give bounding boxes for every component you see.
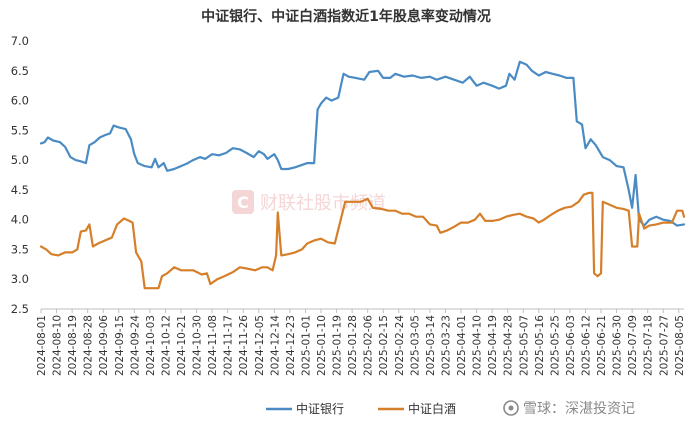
footer-source: 雪球：深湛投资记 bbox=[503, 400, 635, 417]
x-tick-label: 2024-11-08 bbox=[207, 315, 219, 376]
y-tick-label: 3.0 bbox=[11, 272, 29, 286]
x-tick-label: 2024-12-23 bbox=[285, 315, 297, 376]
x-tick-label: 2025-04-01 bbox=[456, 315, 468, 376]
x-tick-label: 2025-03-23 bbox=[440, 315, 452, 376]
y-tick-label: 6.0 bbox=[11, 94, 29, 108]
x-tick-label: 2025-05-25 bbox=[549, 315, 561, 376]
x-tick-label: 2025-01-10 bbox=[316, 315, 328, 376]
x-tick-label: 2025-03-05 bbox=[409, 315, 421, 376]
y-tick-label: 3.5 bbox=[11, 242, 29, 256]
x-tick-label: 2025-07-18 bbox=[643, 315, 655, 376]
legend-label-1: 中证白酒 bbox=[408, 401, 456, 416]
watermark-brand-text: 财联社股市频道 bbox=[260, 193, 386, 214]
y-tick-label: 2.5 bbox=[11, 302, 29, 316]
x-tick-label: 2025-04-19 bbox=[487, 315, 499, 376]
x-tick-label: 2025-02-15 bbox=[378, 315, 390, 376]
watermark-logo-letter: C bbox=[237, 193, 249, 212]
x-tick-label: 2025-05-16 bbox=[534, 315, 546, 376]
series-line-0 bbox=[39, 60, 686, 227]
x-tick-label: 2024-08-28 bbox=[83, 315, 95, 376]
snowball-logo-icon bbox=[503, 400, 519, 416]
y-tick-label: 7.0 bbox=[11, 34, 29, 48]
watermark-logo-icon bbox=[232, 190, 254, 214]
x-tick-label: 2025-06-21 bbox=[596, 315, 608, 376]
watermark: C 财联社股市频道 bbox=[232, 190, 386, 214]
x-tick-label: 2025-07-27 bbox=[658, 315, 670, 376]
chart-title: 中证银行、中证白酒指数近1年股息率变动情况 bbox=[201, 8, 491, 25]
x-tick-label: 2024-09-24 bbox=[129, 315, 141, 376]
legend-label-0: 中证银行 bbox=[296, 401, 344, 416]
y-tick-label: 4.0 bbox=[11, 213, 29, 227]
x-tick-label: 2024-12-05 bbox=[254, 315, 266, 376]
y-tick-label: 5.0 bbox=[11, 153, 29, 167]
x-tick-label: 2024-10-30 bbox=[192, 315, 204, 376]
x-tick-label: 2025-04-28 bbox=[503, 315, 515, 376]
x-tick-label: 2024-11-17 bbox=[223, 315, 235, 376]
series-line-1 bbox=[39, 191, 686, 290]
x-tick-label: 2024-11-26 bbox=[238, 315, 250, 376]
x-tick-label: 2024-10-03 bbox=[145, 315, 157, 376]
x-axis: 2024-08-01 2024-08-10 2024-08-19 2024-08-28… bbox=[36, 308, 686, 376]
y-tick-label: 4.5 bbox=[11, 183, 29, 197]
x-tick-label: 2025-08-05 bbox=[674, 315, 686, 376]
x-tick-label: 2025-04-10 bbox=[472, 315, 484, 376]
x-tick-label: 2024-08-10 bbox=[52, 315, 64, 376]
x-tick-label: 2025-03-14 bbox=[425, 315, 437, 376]
x-tick-label: 2025-05-07 bbox=[518, 315, 530, 376]
x-tick-label: 2025-02-06 bbox=[363, 315, 375, 376]
x-tick-label: 2024-09-06 bbox=[98, 315, 110, 376]
y-axis: 2.5 3.0 3.5 4.0 4.5 5.0 5.5 6.0 6.5 7.0 bbox=[11, 34, 29, 316]
legend: 中证银行 中证白酒 bbox=[266, 401, 456, 416]
x-tick-label: 2024-08-01 bbox=[36, 315, 48, 376]
footer-source-text: 雪球：深湛投资记 bbox=[523, 401, 635, 417]
x-tick-label: 2025-02-24 bbox=[394, 315, 406, 376]
x-tick-label: 2024-10-21 bbox=[176, 315, 188, 376]
x-tick-label: 2024-09-15 bbox=[114, 315, 126, 376]
x-tick-label: 2025-01-01 bbox=[300, 315, 312, 376]
x-tick-label: 2025-06-30 bbox=[612, 315, 624, 376]
y-tick-label: 6.5 bbox=[11, 64, 29, 78]
y-tick-label: 5.5 bbox=[11, 123, 29, 137]
x-tick-label: 2025-01-19 bbox=[332, 315, 344, 376]
x-tick-label: 2025-06-03 bbox=[565, 315, 577, 376]
series-layer bbox=[39, 60, 686, 290]
x-tick-label: 2024-12-14 bbox=[269, 315, 281, 376]
x-tick-label: 2025-06-12 bbox=[580, 315, 592, 376]
x-tick-label: 2025-07-09 bbox=[627, 315, 639, 376]
x-tick-label: 2024-08-19 bbox=[67, 315, 79, 376]
x-tick-label: 2025-01-28 bbox=[347, 315, 359, 376]
x-tick-label: 2024-10-12 bbox=[160, 315, 172, 376]
